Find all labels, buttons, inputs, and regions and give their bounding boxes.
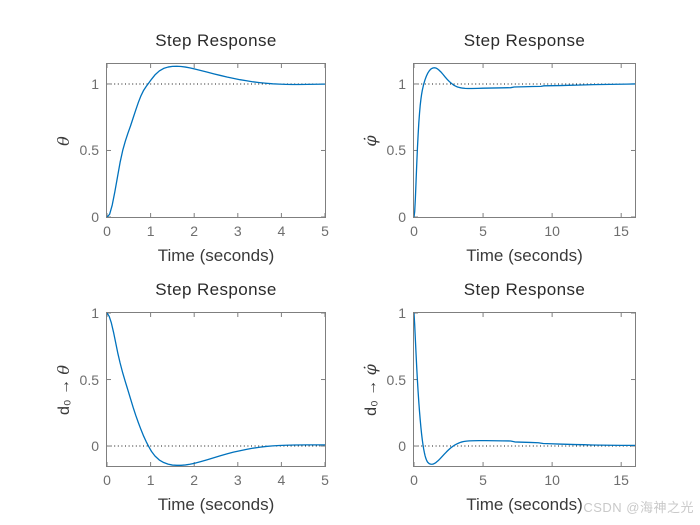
plot-title: Step Response: [155, 31, 277, 50]
y-tick-label: 0.5: [386, 371, 406, 388]
plot-canvas: [107, 64, 325, 217]
response-curve: [414, 67, 635, 217]
x-tick-label: 0: [103, 472, 111, 488]
subplot-phidot-step: Step Response φ̇ Time (seconds) 0 5 10 15 0 0…: [361, 31, 636, 265]
y-tick-label: 0.5: [79, 142, 99, 159]
plot-title: Step Response: [463, 280, 586, 299]
y-tick-label: 0: [398, 209, 406, 225]
x-tick-label: 2: [190, 223, 199, 239]
y-tick-label: 0: [398, 438, 406, 455]
axes-box: [106, 63, 326, 218]
axes-box: [106, 312, 326, 467]
x-axis-label: Time (seconds): [466, 246, 583, 265]
x-axis-label: Time (seconds): [466, 495, 583, 514]
plot-title: Step Response: [463, 31, 586, 50]
y-tick-label: 1: [398, 75, 406, 92]
x-tick-label: 10: [544, 223, 560, 239]
plot-canvas: [414, 64, 635, 217]
x-tick-label: 5: [479, 223, 487, 239]
plot-canvas: [107, 313, 325, 466]
x-tick-label: 1: [146, 472, 155, 488]
subplot-theta-step: Step Response θ Time (seconds) 0 1 2 3 4 5 0 0.…: [54, 31, 329, 265]
x-tick-label: 15: [613, 472, 629, 488]
x-tick-label: 5: [479, 472, 487, 488]
plot-canvas: [414, 313, 635, 466]
x-tick-label: 4: [277, 472, 286, 488]
plot-title: Step Response: [155, 280, 277, 299]
x-tick-label: 5: [321, 472, 329, 488]
response-curve: [414, 313, 635, 465]
x-tick-label: 10: [544, 472, 560, 488]
y-tick-label: 1: [91, 75, 99, 92]
axes-box: [413, 63, 636, 218]
y-tick-label: 1: [91, 305, 99, 321]
x-tick-label: 15: [613, 223, 629, 239]
axes-box: [413, 312, 636, 467]
x-tick-label: 5: [321, 223, 329, 239]
y-tick-label: 0.5: [386, 142, 406, 159]
y-tick-label: 0.5: [79, 371, 99, 388]
x-tick-label: 3: [233, 223, 242, 239]
x-tick-label: 4: [277, 223, 286, 239]
y-tick-label: 0: [91, 209, 99, 225]
watermark: CSDN @海神之光: [583, 500, 694, 515]
x-tick-label: 0: [103, 223, 111, 239]
response-curve: [107, 313, 325, 466]
response-curve: [107, 65, 325, 217]
x-tick-label: 0: [410, 223, 418, 239]
x-tick-label: 2: [190, 472, 199, 488]
y-tick-label: 1: [398, 305, 406, 321]
x-tick-label: 0: [410, 472, 418, 488]
x-tick-label: 3: [233, 472, 242, 488]
x-axis-label: Time (seconds): [157, 246, 275, 265]
y-tick-label: 0: [91, 438, 99, 455]
x-tick-label: 1: [146, 223, 155, 239]
x-axis-label: Time (seconds): [157, 495, 275, 514]
